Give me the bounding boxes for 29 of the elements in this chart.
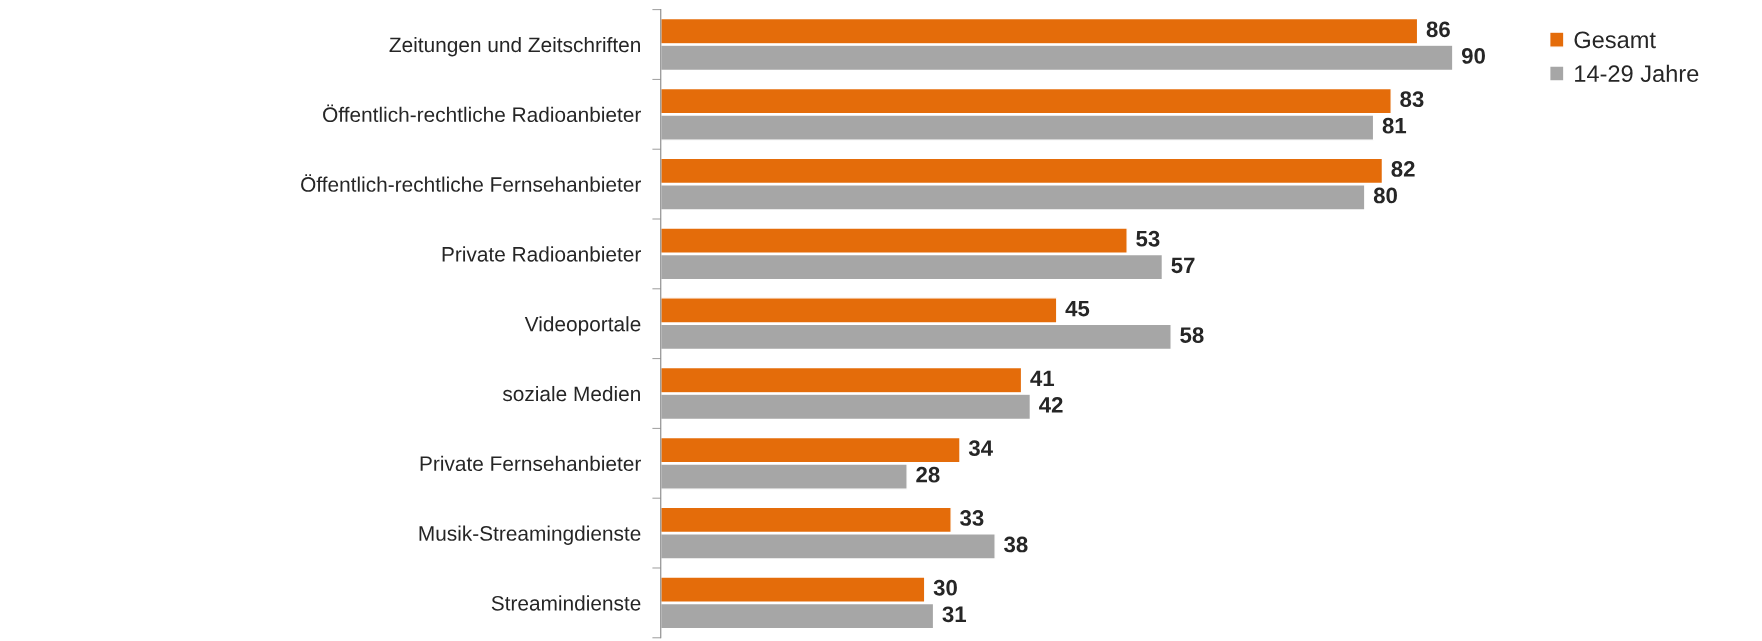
data-label: 90 — [1461, 48, 1485, 64]
legend-label: 14-29 Jahre — [1575, 64, 1699, 83]
data-label: 58 — [1180, 327, 1204, 343]
data-label: 83 — [1400, 91, 1424, 108]
legend-label: Gesamt — [1574, 31, 1656, 49]
data-label: 30 — [933, 579, 957, 596]
data-label: 33 — [960, 510, 984, 526]
data-label: 42 — [1039, 396, 1063, 413]
data-label: 57 — [1171, 257, 1195, 274]
data-label: 38 — [1004, 536, 1028, 553]
data-label: 31 — [942, 606, 967, 623]
data-label: 34 — [968, 440, 993, 457]
y-tick-label: Private Fernsehanbieter — [420, 455, 641, 472]
y-tick-label: soziale Medien — [502, 385, 640, 402]
data-label: 53 — [1136, 230, 1160, 247]
y-tick-label: Öffentlich-rechtliche Radioanbieter — [323, 104, 641, 123]
y-tick-label: Streamindienste — [491, 595, 641, 611]
y-tick-label: Videoportale — [524, 316, 641, 336]
data-label: 28 — [916, 466, 940, 483]
y-tick-label: Öffentlich-rechtliche Fernsehanbieter — [301, 174, 641, 192]
data-label: 41 — [1030, 370, 1055, 386]
data-label: 80 — [1373, 187, 1397, 204]
data-label: 82 — [1391, 161, 1415, 177]
y-tick-label: Zeitungen und Zeitschriften — [389, 36, 640, 57]
y-tick-label: Musik-Streamingdienste — [419, 525, 641, 545]
data-label: 86 — [1426, 21, 1450, 38]
data-label: 81 — [1382, 117, 1407, 134]
y-tick-label: Private Radioanbieter — [442, 246, 641, 262]
data-label: 45 — [1065, 300, 1090, 317]
